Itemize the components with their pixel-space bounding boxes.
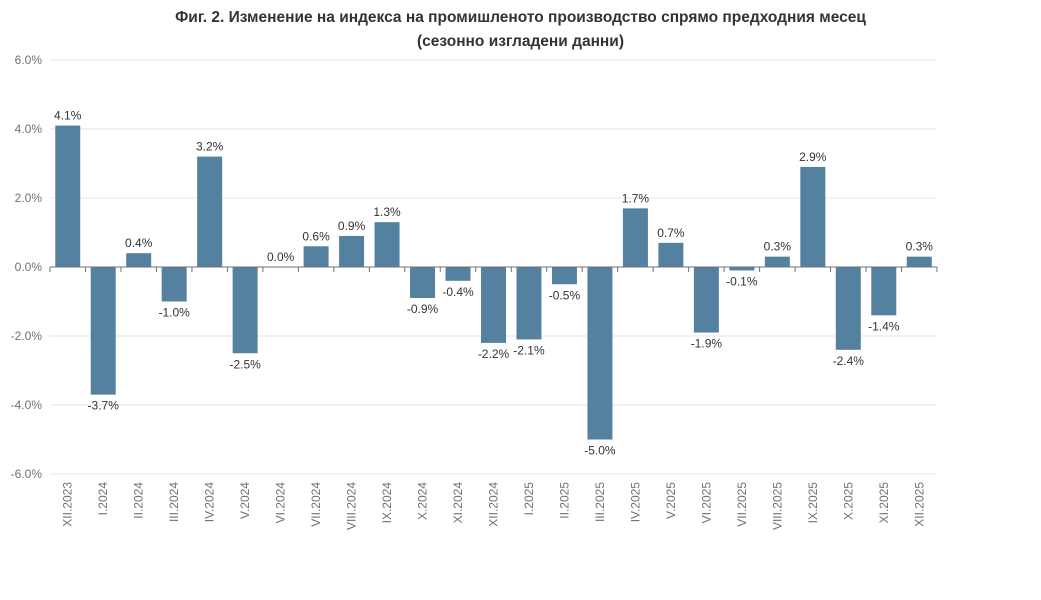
x-tick-label: IX.2025	[806, 482, 820, 524]
bar	[55, 125, 81, 267]
x-tick-label: XII.2025	[912, 482, 926, 527]
y-tick-label: -2.0%	[11, 329, 43, 343]
bar	[339, 235, 365, 267]
x-tick-label: I.2025	[522, 482, 536, 516]
x-tick-label: VII.2025	[735, 482, 749, 527]
x-tick-label: III.2025	[593, 482, 607, 522]
x-tick-label: X.2024	[416, 482, 430, 520]
bar	[587, 267, 613, 440]
bar	[871, 267, 897, 316]
data-label: -2.1%	[513, 343, 545, 357]
data-label: 2.9%	[799, 150, 827, 164]
x-tick-label: XI.2024	[451, 482, 465, 524]
data-label: 0.3%	[764, 240, 792, 254]
x-tick-label: XII.2023	[61, 482, 75, 527]
bar	[303, 246, 329, 267]
data-label: -2.2%	[478, 347, 510, 361]
bar	[90, 267, 116, 395]
data-label: -0.5%	[549, 288, 581, 302]
bar	[126, 253, 152, 267]
x-tick-label: IX.2024	[380, 482, 394, 524]
y-tick-label: 4.0%	[15, 122, 43, 136]
data-label: 0.3%	[906, 240, 934, 254]
data-label: -0.1%	[726, 274, 758, 288]
bar	[516, 267, 542, 340]
bar	[800, 166, 826, 267]
data-label: -5.0%	[584, 444, 616, 458]
x-tick-label: XI.2025	[877, 482, 891, 524]
x-tick-label: VII.2024	[309, 482, 323, 527]
bar	[551, 267, 577, 285]
bar	[197, 156, 223, 267]
x-tick-label: IV.2024	[203, 482, 217, 523]
x-tick-label: X.2025	[841, 482, 855, 520]
x-tick-label: XII.2024	[487, 482, 501, 527]
data-label: 0.7%	[657, 226, 685, 240]
data-label: -1.4%	[868, 319, 900, 333]
x-tick-label: IV.2025	[628, 482, 642, 523]
x-tick-label: III.2024	[167, 482, 181, 522]
bar	[374, 222, 400, 267]
bar	[658, 242, 684, 267]
x-tick-label: VI.2025	[699, 482, 713, 524]
bar	[693, 267, 719, 333]
data-label: 4.1%	[54, 109, 82, 123]
data-label: -2.5%	[229, 357, 261, 371]
data-label: 1.7%	[622, 191, 650, 205]
data-label: -0.4%	[442, 285, 474, 299]
x-tick-label: VIII.2025	[770, 482, 784, 530]
bar	[410, 267, 436, 299]
data-label: 0.4%	[125, 236, 153, 250]
bar	[729, 267, 755, 271]
data-label: 0.6%	[302, 229, 330, 243]
data-label: -0.9%	[407, 302, 439, 316]
data-label: -1.0%	[159, 306, 191, 320]
y-tick-label: -4.0%	[11, 398, 43, 412]
y-tick-label: 2.0%	[15, 191, 43, 205]
data-label: -3.7%	[88, 399, 120, 413]
data-label: 0.9%	[338, 219, 366, 233]
data-label: -2.4%	[833, 354, 865, 368]
bar	[622, 208, 648, 267]
x-tick-label: I.2024	[96, 482, 110, 516]
x-tick-label: II.2025	[557, 482, 571, 519]
chart-title-line2: (сезонно изгладени данни)	[417, 33, 624, 50]
y-tick-label: 0.0%	[15, 260, 43, 274]
data-label: 1.3%	[373, 205, 401, 219]
bar	[764, 256, 790, 267]
data-label: 3.2%	[196, 140, 224, 154]
data-label: -1.9%	[691, 337, 723, 351]
x-tick-label: II.2024	[132, 482, 146, 519]
bar	[835, 267, 861, 350]
data-label: 0.0%	[267, 250, 295, 264]
bar	[161, 267, 187, 302]
y-tick-label: 6.0%	[15, 53, 43, 67]
x-tick-label: V.2025	[664, 482, 678, 519]
bar	[232, 267, 258, 354]
x-tick-label: VIII.2024	[345, 482, 359, 530]
chart-title-line1: Фиг. 2. Изменение на индекса на промишле…	[175, 9, 866, 26]
bar	[481, 267, 506, 343]
bar	[906, 256, 932, 267]
bar	[445, 267, 471, 281]
y-tick-label: -6.0%	[11, 467, 43, 481]
x-tick-label: V.2024	[238, 482, 252, 519]
chart-title: Фиг. 2. Изменение на индекса на промишле…	[0, 6, 1041, 54]
x-tick-label: VI.2024	[274, 482, 288, 524]
